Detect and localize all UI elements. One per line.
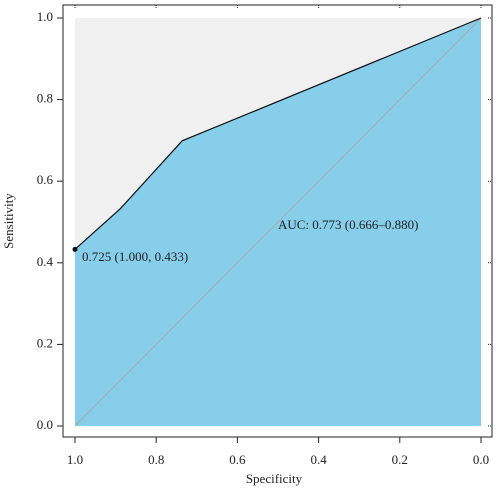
- x-tick-label: 0.2: [392, 452, 408, 467]
- x-tick-label: 0.8: [148, 452, 164, 467]
- x-tick-label: 0.6: [229, 452, 246, 467]
- x-tick-label: 0.4: [310, 452, 327, 467]
- x-axis-label: Specificity: [246, 471, 303, 486]
- y-tick-label: 0.0: [37, 417, 53, 432]
- x-tick-label: 1.0: [67, 452, 83, 467]
- roc-curve: [74, 17, 482, 250]
- diagonal: [74, 17, 482, 427]
- x-tick-label: 0.0: [473, 452, 489, 467]
- cutoff-annotation: 0.725 (1.000, 0.433): [82, 249, 188, 264]
- y-tick-label: 0.2: [37, 335, 53, 350]
- y-tick-label: 0.4: [37, 254, 54, 269]
- auc-annotation: AUC: 0.773 (0.666–0.880): [278, 217, 418, 232]
- y-tick-label: 0.6: [37, 172, 54, 187]
- y-tick-label: 0.8: [37, 91, 53, 106]
- cutoff-point: [72, 246, 78, 252]
- frame: [62, 4, 493, 438]
- y-axis-label: Sensitivity: [1, 193, 16, 249]
- y-tick-label: 1.0: [37, 9, 53, 24]
